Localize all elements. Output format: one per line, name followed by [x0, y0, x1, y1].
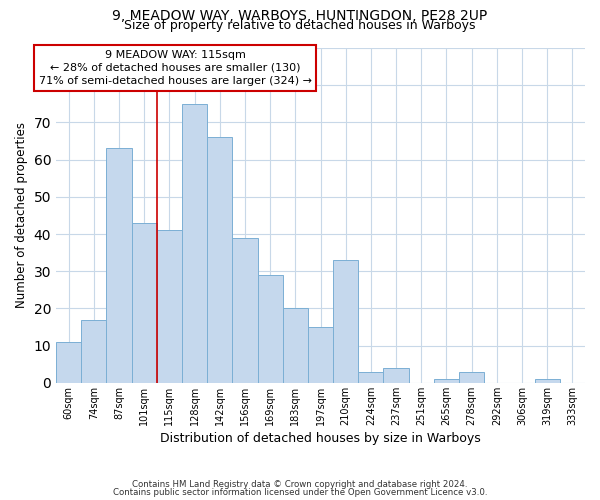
Text: Contains HM Land Registry data © Crown copyright and database right 2024.: Contains HM Land Registry data © Crown c…	[132, 480, 468, 489]
Bar	[232, 238, 257, 383]
Bar	[459, 372, 484, 383]
Bar	[333, 260, 358, 383]
Bar	[535, 379, 560, 383]
Bar	[56, 342, 81, 383]
Text: 9, MEADOW WAY, WARBOYS, HUNTINGDON, PE28 2UP: 9, MEADOW WAY, WARBOYS, HUNTINGDON, PE28…	[112, 9, 488, 23]
Bar	[434, 379, 459, 383]
Bar	[81, 320, 106, 383]
Bar	[383, 368, 409, 383]
Bar	[106, 148, 131, 383]
Bar	[283, 308, 308, 383]
Text: 9 MEADOW WAY: 115sqm
← 28% of detached houses are smaller (130)
71% of semi-deta: 9 MEADOW WAY: 115sqm ← 28% of detached h…	[38, 50, 311, 86]
Bar	[358, 372, 383, 383]
Bar	[157, 230, 182, 383]
Bar	[182, 104, 207, 383]
Bar	[131, 223, 157, 383]
Text: Contains public sector information licensed under the Open Government Licence v3: Contains public sector information licen…	[113, 488, 487, 497]
Bar	[308, 327, 333, 383]
X-axis label: Distribution of detached houses by size in Warboys: Distribution of detached houses by size …	[160, 432, 481, 445]
Text: Size of property relative to detached houses in Warboys: Size of property relative to detached ho…	[124, 19, 476, 32]
Bar	[207, 138, 232, 383]
Bar	[257, 275, 283, 383]
Y-axis label: Number of detached properties: Number of detached properties	[15, 122, 28, 308]
